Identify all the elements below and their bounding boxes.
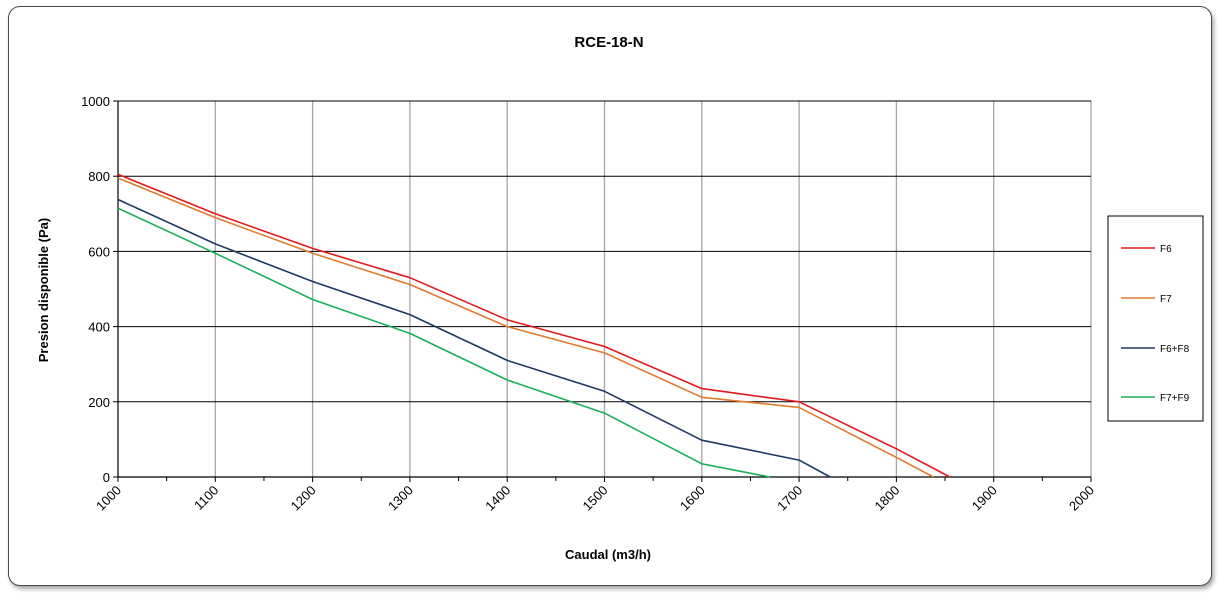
y-tick-label: 1000 [81,94,110,109]
y-tick-label: 200 [88,395,110,410]
axes: 1000 1100 1200 1300 1400 1500 1600 1700 1800 1900… [81,94,1097,514]
y-tick-label: 800 [88,169,110,184]
y-axis-title: Presion disponible (Pa) [36,218,51,362]
x-tick-label: 1500 [580,483,611,514]
x-axis-title: Caudal (m3/h) [565,547,651,562]
series-line-f7 [117,177,934,478]
x-tick-label: 1000 [93,483,124,514]
legend-label: F6 [1160,244,1172,255]
y-tick-label: 400 [88,320,110,335]
x-tick-label: 1400 [482,483,513,514]
legend-box [1107,215,1204,422]
series-line-f6-plus-f8 [117,198,831,478]
x-tick-label: 1300 [385,483,416,514]
legend-label: F7+F9 [1160,393,1190,404]
legend-label: F7 [1160,294,1172,305]
chart-title: RCE-18-N [574,34,643,51]
grid [118,100,1092,477]
x-tick-label: 1600 [677,483,708,514]
series-line-f7-plus-f9 [117,207,771,478]
chart-frame [8,6,1212,586]
y-tick-label: 600 [88,244,110,259]
x-tick-label: 1200 [288,483,319,514]
x-tick-label: 1100 [191,483,221,513]
x-tick-label: 1900 [969,483,1000,514]
x-tick-label: 1700 [774,483,805,514]
x-tick-label: 1800 [871,483,902,514]
x-tick-label: 2000 [1066,483,1097,514]
series-lines [117,173,951,478]
legend-label: F6+F8 [1160,344,1190,355]
legend: F6 F7 F6+F8 F7+F9 [1107,215,1204,422]
y-tick-label: 0 [103,470,110,485]
series-line-f6 [117,173,951,478]
